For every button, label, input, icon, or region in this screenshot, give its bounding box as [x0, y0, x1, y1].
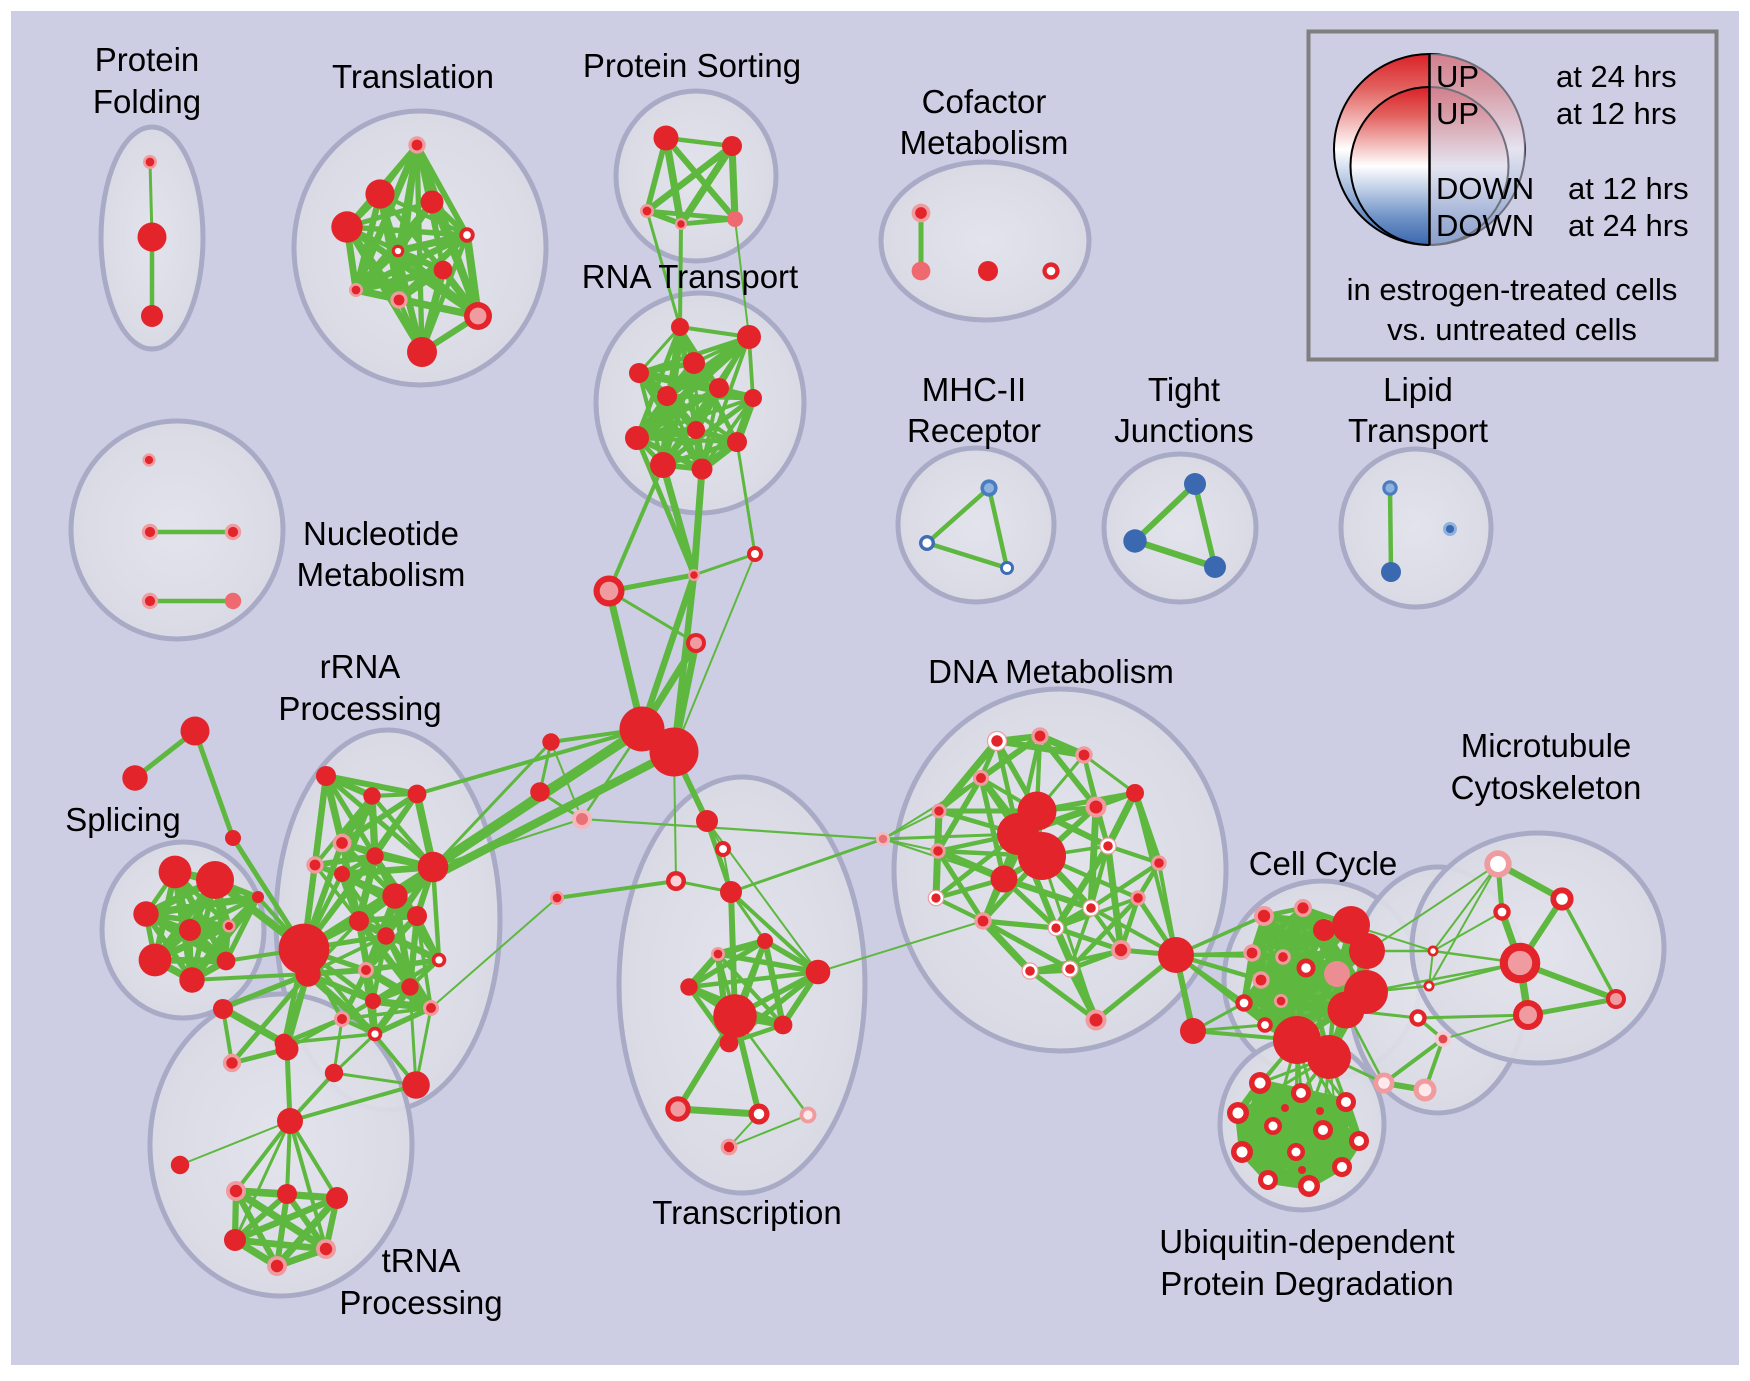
- svg-text:Nucleotide: Nucleotide: [303, 515, 459, 552]
- svg-text:RNA Transport: RNA Transport: [582, 258, 798, 295]
- svg-text:DNA Metabolism: DNA Metabolism: [928, 653, 1174, 690]
- svg-text:Microtubule: Microtubule: [1461, 727, 1632, 764]
- svg-text:Metabolism: Metabolism: [900, 124, 1069, 161]
- svg-text:at 24 hrs: at 24 hrs: [1556, 59, 1677, 94]
- svg-text:at 24 hrs: at 24 hrs: [1568, 208, 1689, 243]
- svg-text:at 12 hrs: at 12 hrs: [1556, 96, 1677, 131]
- svg-text:DOWN: DOWN: [1436, 208, 1534, 243]
- svg-text:Junctions: Junctions: [1114, 412, 1253, 449]
- svg-text:Protein: Protein: [95, 41, 200, 78]
- svg-text:Splicing: Splicing: [65, 801, 181, 838]
- svg-text:Translation: Translation: [332, 58, 494, 95]
- svg-text:Tight: Tight: [1148, 371, 1220, 408]
- svg-text:tRNA: tRNA: [382, 1242, 461, 1279]
- svg-text:Processing: Processing: [278, 690, 441, 727]
- svg-text:at 12 hrs: at 12 hrs: [1568, 171, 1689, 206]
- svg-text:vs. untreated cells: vs. untreated cells: [1387, 312, 1637, 347]
- svg-text:Processing: Processing: [339, 1284, 502, 1321]
- svg-text:UP: UP: [1436, 96, 1479, 131]
- svg-text:Cytoskeleton: Cytoskeleton: [1451, 769, 1642, 806]
- svg-text:in estrogen-treated cells: in estrogen-treated cells: [1347, 272, 1678, 307]
- svg-text:DOWN: DOWN: [1436, 171, 1534, 206]
- svg-text:Transport: Transport: [1348, 412, 1488, 449]
- svg-text:Receptor: Receptor: [907, 412, 1041, 449]
- svg-text:Ubiquitin-dependent: Ubiquitin-dependent: [1159, 1223, 1454, 1260]
- svg-text:Cofactor: Cofactor: [922, 83, 1047, 120]
- svg-text:Protein Sorting: Protein Sorting: [583, 47, 801, 84]
- svg-text:Protein Degradation: Protein Degradation: [1160, 1265, 1454, 1302]
- svg-text:UP: UP: [1436, 59, 1479, 94]
- svg-text:Cell Cycle: Cell Cycle: [1249, 845, 1398, 882]
- svg-text:Metabolism: Metabolism: [297, 556, 466, 593]
- svg-text:rRNA: rRNA: [320, 648, 401, 685]
- svg-text:Transcription: Transcription: [652, 1194, 842, 1231]
- svg-text:Folding: Folding: [93, 83, 201, 120]
- svg-text:Lipid: Lipid: [1383, 371, 1453, 408]
- svg-text:MHC-II: MHC-II: [922, 371, 1026, 408]
